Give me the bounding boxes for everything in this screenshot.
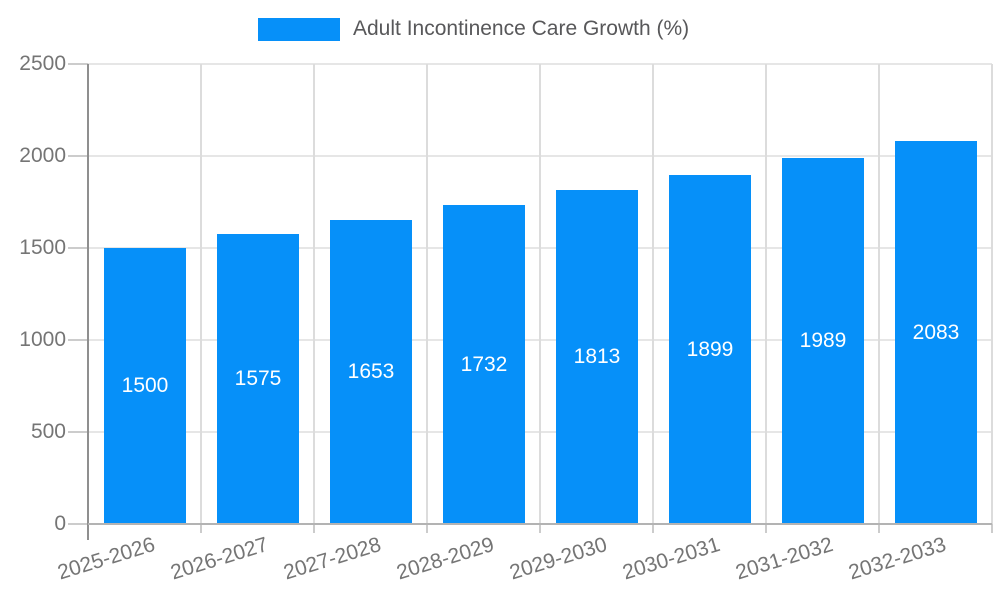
y-tick [68,63,88,65]
y-tick-label: 2000 [19,144,66,167]
bar[interactable] [895,141,977,524]
v-gridline [765,64,767,524]
bar[interactable] [782,158,864,524]
v-gridline [313,64,315,524]
bar-value-label: 1653 [347,360,395,383]
x-tick [426,524,428,533]
x-tick [652,524,654,533]
bar[interactable] [556,190,638,524]
bar-value-label: 1732 [460,353,508,376]
bar-value-label: 2083 [912,321,960,344]
v-gridline [200,64,202,524]
x-tick [539,524,541,533]
x-tick [878,524,880,533]
v-gridline [539,64,541,524]
v-gridline [991,64,993,524]
legend: Adult Incontinence Care Growth (%) [258,17,689,41]
v-gridline [652,64,654,524]
x-tick [200,524,202,533]
bar[interactable] [443,205,525,524]
bar-value-label: 1989 [799,329,847,352]
y-tick [68,431,88,433]
bar[interactable] [217,234,299,524]
bar-value-label: 1575 [234,367,282,390]
y-tick-label: 2500 [19,52,66,75]
y-tick-label: 1000 [19,328,66,351]
bar-value-label: 1899 [686,338,734,361]
x-tick [765,524,767,533]
y-tick [68,523,88,525]
v-gridline [878,64,880,524]
bar[interactable] [104,248,186,524]
y-axis-line [87,64,89,540]
x-tick [991,524,993,533]
bar[interactable] [330,220,412,524]
y-tick-label: 1500 [19,236,66,259]
y-tick [68,155,88,157]
legend-swatch [258,17,340,41]
bar-value-label: 1813 [573,345,621,368]
y-tick-label: 500 [30,420,66,443]
x-axis-baseline [88,523,992,525]
y-tick [68,339,88,341]
v-gridline [426,64,428,524]
y-tick [68,247,88,249]
y-tick-label: 0 [54,512,66,535]
legend-label: Adult Incontinence Care Growth (%) [353,17,690,40]
bar[interactable] [669,175,751,524]
bar-value-label: 1500 [121,374,169,397]
x-tick [313,524,315,533]
